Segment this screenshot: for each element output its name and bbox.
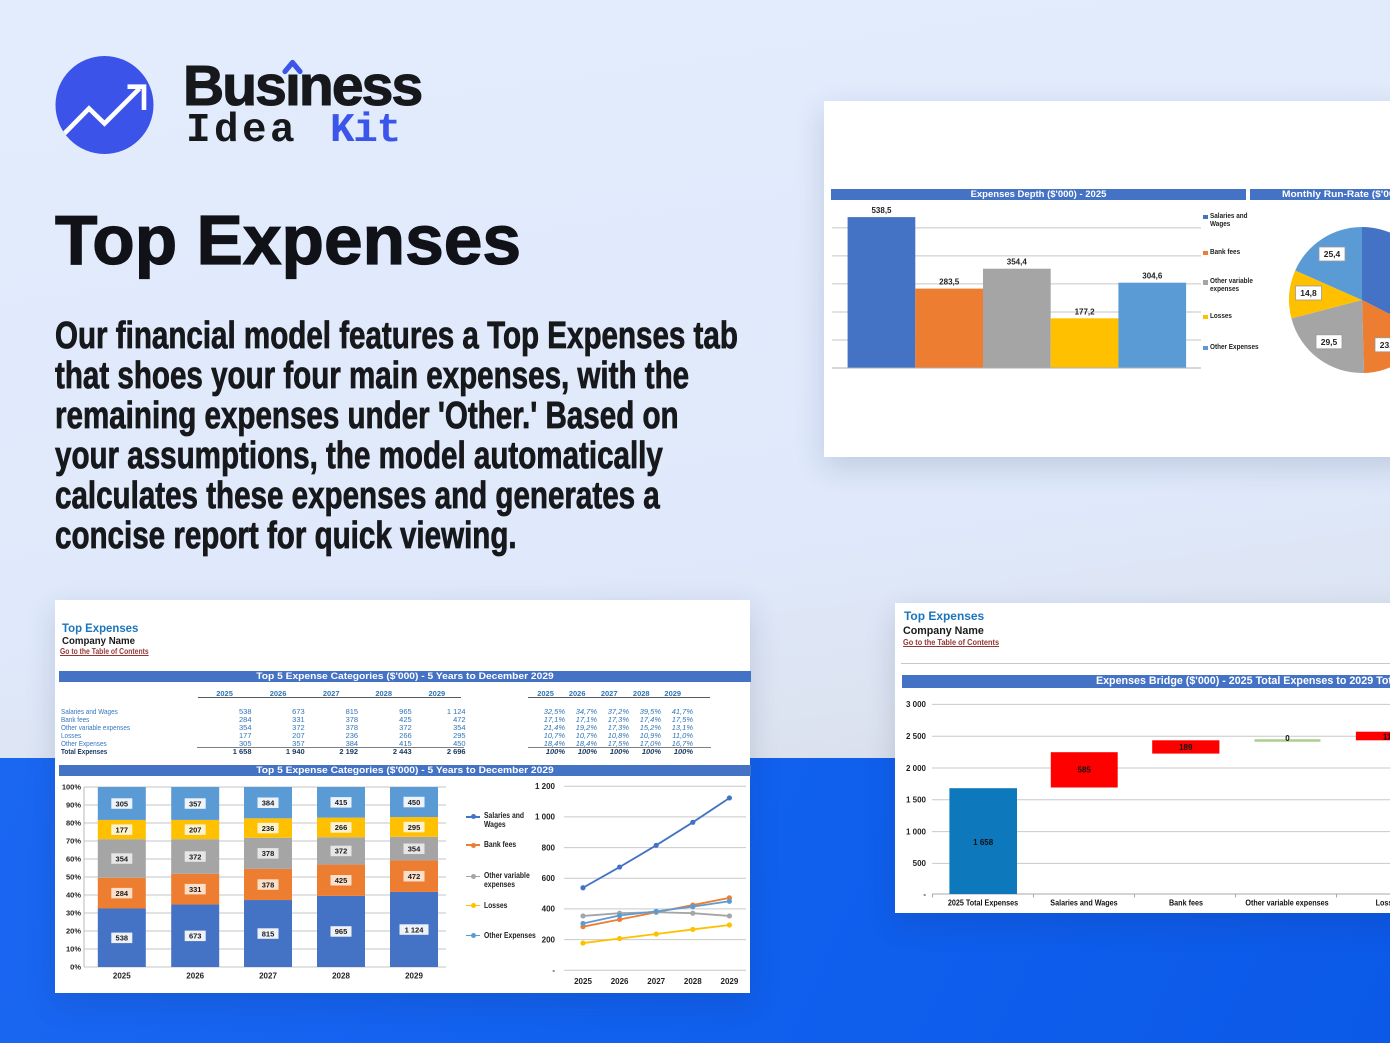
svg-text:283,5: 283,5	[939, 278, 960, 287]
svg-text:200: 200	[542, 935, 556, 944]
svg-text:331: 331	[189, 885, 202, 894]
svg-text:1 000: 1 000	[535, 813, 556, 822]
svg-text:Salaries and Wages: Salaries and Wages	[1050, 898, 1117, 907]
svg-text:1 200: 1 200	[535, 782, 556, 791]
svg-text:2025 Total Expenses: 2025 Total Expenses	[948, 898, 1018, 907]
svg-text:118: 118	[1383, 733, 1390, 742]
svg-text:472: 472	[408, 872, 421, 881]
svg-text:2027: 2027	[259, 972, 277, 981]
svg-text:25,4: 25,4	[1324, 249, 1341, 259]
svg-text:2 500: 2 500	[906, 732, 927, 741]
svg-text:0: 0	[1285, 734, 1290, 743]
svg-text:29,5: 29,5	[1321, 337, 1338, 347]
svg-text:538,5: 538,5	[871, 206, 892, 215]
svg-text:Losses: Losses	[1376, 898, 1390, 907]
svg-text:177: 177	[116, 825, 129, 834]
svg-text:372: 372	[335, 847, 348, 856]
svg-text:100%: 100%	[62, 783, 82, 792]
svg-text:384: 384	[262, 799, 275, 808]
svg-text:304,6: 304,6	[1142, 272, 1163, 281]
svg-text:14,8: 14,8	[1300, 288, 1317, 298]
svg-text:50%: 50%	[66, 873, 81, 882]
svg-text:400: 400	[542, 905, 556, 914]
svg-text:500: 500	[913, 859, 927, 868]
svg-text:0%: 0%	[70, 963, 81, 972]
svg-text:2028: 2028	[332, 972, 350, 981]
svg-text:284: 284	[116, 889, 129, 898]
svg-text:266: 266	[335, 823, 348, 832]
svg-text:1 658: 1 658	[973, 838, 994, 847]
svg-text:2026: 2026	[611, 977, 629, 986]
svg-text:965: 965	[335, 927, 348, 936]
svg-text:538: 538	[116, 934, 129, 943]
svg-text:90%: 90%	[66, 801, 81, 810]
svg-text:2025: 2025	[113, 972, 131, 981]
svg-text:295: 295	[408, 823, 421, 832]
svg-text:415: 415	[335, 798, 348, 807]
svg-text:378: 378	[262, 849, 275, 858]
svg-text:80%: 80%	[66, 819, 81, 828]
svg-text:450: 450	[408, 798, 421, 807]
svg-text:2029: 2029	[405, 972, 423, 981]
svg-text:2025: 2025	[574, 977, 592, 986]
svg-text:2029: 2029	[721, 977, 739, 986]
svg-text:354,4: 354,4	[1007, 258, 1028, 267]
svg-text:23,6: 23,6	[1380, 340, 1390, 350]
svg-text:70%: 70%	[66, 837, 81, 846]
svg-text:207: 207	[189, 825, 202, 834]
svg-text:2026: 2026	[186, 972, 204, 981]
svg-text:1 500: 1 500	[906, 796, 927, 805]
svg-text:Bank fees: Bank fees	[1169, 898, 1203, 907]
svg-text:60%: 60%	[66, 855, 81, 864]
svg-text:378: 378	[262, 880, 275, 889]
svg-text:1 000: 1 000	[906, 827, 927, 836]
svg-text:354: 354	[116, 854, 129, 863]
svg-text:Other variable expenses: Other variable expenses	[1245, 898, 1328, 907]
svg-text:1 124: 1 124	[405, 925, 425, 934]
svg-text:-: -	[923, 890, 926, 899]
svg-text:177,2: 177,2	[1075, 307, 1096, 316]
svg-text:30%: 30%	[66, 909, 81, 918]
svg-text:800: 800	[542, 843, 556, 852]
svg-text:815: 815	[262, 929, 275, 938]
svg-text:357: 357	[189, 799, 202, 808]
svg-text:3 000: 3 000	[906, 700, 927, 709]
svg-text:2028: 2028	[684, 977, 702, 986]
svg-text:-: -	[552, 966, 555, 975]
svg-text:20%: 20%	[66, 927, 81, 936]
svg-text:305: 305	[116, 799, 129, 808]
svg-text:372: 372	[189, 852, 202, 861]
svg-text:2027: 2027	[647, 977, 665, 986]
svg-text:600: 600	[542, 874, 556, 883]
svg-text:189: 189	[1179, 743, 1193, 752]
svg-text:10%: 10%	[66, 945, 81, 954]
svg-text:673: 673	[189, 932, 202, 941]
svg-text:425: 425	[335, 876, 348, 885]
svg-text:40%: 40%	[66, 891, 81, 900]
svg-text:236: 236	[262, 824, 275, 833]
svg-text:354: 354	[408, 845, 421, 854]
svg-text:2 000: 2 000	[906, 764, 927, 773]
svg-text:585: 585	[1078, 766, 1092, 775]
